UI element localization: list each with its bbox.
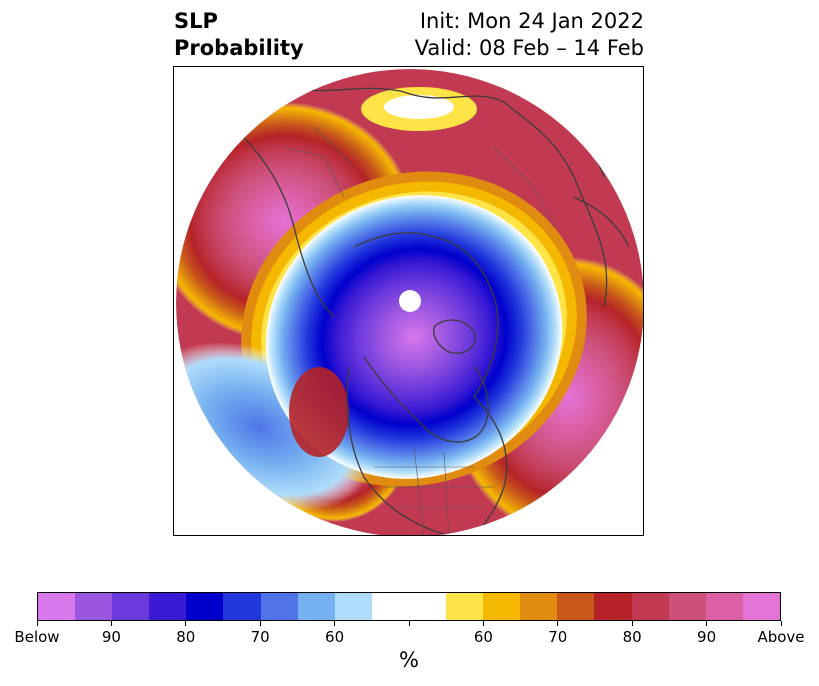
colorbar-tick-label: Below (14, 628, 60, 646)
colorbar-segment (520, 593, 558, 620)
coastline-greenland (433, 319, 476, 354)
above-pocket-alaska (289, 367, 349, 457)
colorbar-tick-label: 90 (101, 628, 121, 646)
colorbar-segment (334, 593, 372, 620)
colorbar-tick-mark (482, 621, 484, 626)
colorbar-units-label: % (399, 648, 419, 672)
title-product: Probability (174, 36, 304, 60)
colorbar-segment (668, 593, 706, 620)
colorbar-tick-mark (36, 621, 38, 626)
colorbar-segment (297, 593, 335, 620)
colorbar-tick-mark (185, 621, 187, 626)
colorbar (37, 592, 781, 621)
north-pole-marker (399, 290, 421, 312)
colorbar-tick-label: 90 (697, 628, 717, 646)
colorbar-segment (112, 593, 150, 620)
colorbar-segment (594, 593, 632, 620)
colorbar-segment (557, 593, 595, 620)
colorbar-tick-label: 60 (325, 628, 345, 646)
colorbar-tick-label: 70 (548, 628, 568, 646)
colorbar-segment (260, 593, 298, 620)
colorbar-tick-mark (557, 621, 559, 626)
borders-eurasia (283, 126, 555, 228)
colorbar-segment (705, 593, 743, 620)
colorbar-tick-label: 80 (176, 628, 196, 646)
coastline-siberia (233, 126, 335, 318)
map-panel (173, 66, 644, 536)
colorbar-segment (446, 593, 484, 620)
coastline-north-america-west (346, 366, 455, 535)
colorbar-segment (149, 593, 187, 620)
colorbar-tick-label: Above (757, 628, 805, 646)
colorbar-tick-mark (334, 621, 336, 626)
colorbar-segment (631, 593, 669, 620)
borders-us (374, 446, 494, 535)
colorbar-tick-mark (408, 621, 410, 626)
colorbar-segment (38, 593, 76, 620)
colorbar-segment (483, 593, 521, 620)
colorbar-tick-mark (780, 621, 782, 626)
colorbar-segment (408, 593, 447, 620)
colorbar-segment (371, 593, 409, 620)
map-dates: Init: Mon 24 Jan 2022 Valid: 08 Feb – 14… (415, 8, 644, 62)
transition-north-white (384, 95, 454, 119)
coastline-eurasia-north (293, 86, 608, 308)
title-variable: SLP (174, 9, 218, 33)
valid-range-label: Valid: 08 Feb – 14 Feb (414, 36, 644, 60)
colorbar-segment (223, 593, 261, 620)
colorbar-tick-label: 60 (473, 628, 493, 646)
colorbar-tick-mark (706, 621, 708, 626)
colorbar-segment (186, 593, 224, 620)
colorbar-tick-mark (259, 621, 261, 626)
colorbar-tick-label: 70 (250, 628, 270, 646)
country-borders (283, 126, 555, 535)
init-date-label: Init: Mon 24 Jan 2022 (419, 9, 644, 33)
coastline-canada (363, 356, 489, 443)
colorbar-tick-label: 80 (622, 628, 642, 646)
colorbar-segment (742, 593, 780, 620)
colorbar-tick-mark (631, 621, 633, 626)
map-title: SLP Probability (174, 8, 304, 62)
probability-map (176, 69, 643, 535)
colorbar-segment (75, 593, 113, 620)
colorbar-tick-mark (110, 621, 112, 626)
map-disk (176, 69, 643, 535)
coastline-arctic-islands (353, 232, 499, 398)
